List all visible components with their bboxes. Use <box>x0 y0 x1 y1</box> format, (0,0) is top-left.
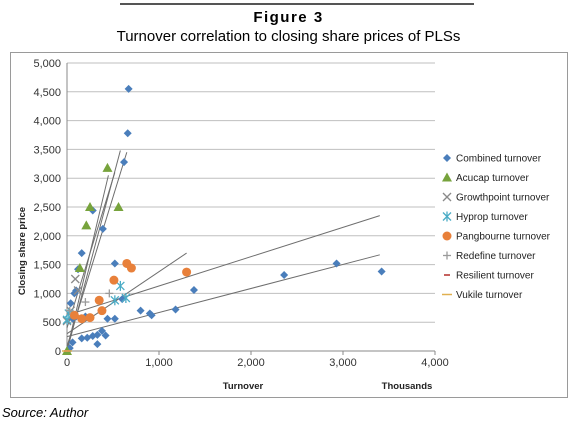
data-point <box>332 259 341 268</box>
data-point <box>81 220 92 230</box>
y-tick-labels: 0 500 1,000 1,500 2,000 2,500 3,000 3,500 4,000 4… <box>33 58 61 358</box>
data-point <box>147 311 156 320</box>
legend-label: Acucap turnover <box>456 173 529 184</box>
data-point <box>109 275 119 285</box>
data-point <box>65 306 74 315</box>
data-point <box>93 330 102 339</box>
source-note: Source: Author <box>2 405 89 420</box>
data-point <box>70 274 80 284</box>
legend-label: Vukile turnover <box>456 290 523 301</box>
data-point <box>101 331 110 340</box>
data-point <box>123 129 132 138</box>
legend-marker <box>443 251 451 260</box>
data-point <box>62 314 72 325</box>
legend-item: Vukile turnover <box>442 290 523 301</box>
figure-heading: Figure 3 <box>253 9 324 26</box>
legend-marker <box>442 172 452 182</box>
legend-label: Redefine turnover <box>456 251 536 262</box>
y-tick-label: 4,000 <box>33 116 61 128</box>
legend-item: Redefine turnover <box>443 251 536 262</box>
data-point <box>69 310 79 320</box>
y-tick-label: 1,500 <box>33 260 61 272</box>
y-tick-label: 0 <box>55 346 61 358</box>
data-point <box>77 334 86 343</box>
legend-marker <box>442 192 452 202</box>
y-tick-label: 500 <box>43 317 61 329</box>
legend-item: Growthpoint turnover <box>442 192 550 204</box>
data-point <box>189 285 198 294</box>
x-tick-label: 1,000 <box>145 357 173 369</box>
data-point <box>66 299 75 308</box>
data-point <box>77 314 87 324</box>
figure-title: Turnover correlation to closing share pr… <box>116 28 461 45</box>
data-point <box>72 286 81 295</box>
legend-marker <box>442 231 452 241</box>
data-point <box>136 306 145 315</box>
x-tick-label: 0 <box>64 357 70 369</box>
legend-item: Pangbourne turnover <box>442 231 551 243</box>
y-tick-label: 5,000 <box>33 58 61 70</box>
legend-label: Resilient turnover <box>456 271 534 282</box>
data-point <box>110 295 120 306</box>
data-point <box>105 289 114 298</box>
legend-item: Resilient turnover <box>444 271 534 282</box>
data-point <box>171 305 180 314</box>
data-point <box>121 293 131 304</box>
data-point <box>73 286 83 295</box>
scatter-chart: 0 500 1,000 1,500 2,000 2,500 3,000 3,500 4,000 4… <box>17 58 551 392</box>
legend-marker <box>443 154 451 162</box>
data-point <box>94 295 104 305</box>
data-point <box>113 202 124 211</box>
legend: Combined turnover Acucap turnover Growthpo… <box>442 154 551 301</box>
chart-frame: 0 500 1,000 1,500 2,000 2,500 3,000 3,500 4,000 4… <box>10 52 568 398</box>
legend-item: Hyprop turnover <box>442 211 528 223</box>
y-tick-label: 3,000 <box>33 173 61 185</box>
data-point <box>85 202 95 211</box>
y-axis-title: Closing share price <box>17 207 28 295</box>
y-tick-label: 2,500 <box>33 202 61 214</box>
x-tick-label: 3,000 <box>329 357 357 369</box>
data-point <box>115 280 125 291</box>
legend-label: Pangbourne turnover <box>456 232 551 243</box>
data-point <box>110 314 119 323</box>
data-point <box>85 313 95 323</box>
y-tick-label: 2,000 <box>33 231 61 243</box>
data-point <box>126 263 136 273</box>
trendline <box>66 254 380 338</box>
legend-label: Combined turnover <box>456 154 542 165</box>
trendline <box>66 175 109 350</box>
top-rule <box>120 3 474 5</box>
x-tick-label: 4,000 <box>421 357 449 369</box>
legend-label: Growthpoint turnover <box>456 193 550 204</box>
y-tick-label: 1,000 <box>33 288 61 300</box>
data-point <box>280 270 289 279</box>
data-point <box>377 267 386 276</box>
data-point <box>120 158 129 167</box>
legend-item: Combined turnover <box>443 154 542 165</box>
data-point <box>97 306 107 316</box>
data-point <box>110 259 119 268</box>
data-point <box>124 84 133 93</box>
x-tick-label: 2,000 <box>237 357 265 369</box>
legend-label: Hyprop turnover <box>456 212 528 223</box>
data-point <box>182 267 192 277</box>
data-point <box>74 263 85 273</box>
data-point <box>81 298 90 307</box>
legend-item: Acucap turnover <box>442 172 529 184</box>
x-axis-unit-label: Thousands <box>382 381 433 392</box>
data-point <box>77 249 86 258</box>
x-tick-labels: 0 1,000 2,000 3,000 4,000 <box>64 357 449 369</box>
legend-marker <box>442 211 452 222</box>
x-axis-title: Turnover <box>223 381 264 392</box>
data-point <box>68 338 77 347</box>
data-points <box>62 84 386 355</box>
data-point <box>93 340 102 349</box>
data-point <box>98 224 107 233</box>
data-point <box>65 344 74 353</box>
data-point <box>102 162 113 172</box>
y-tick-label: 3,500 <box>33 144 61 156</box>
data-point <box>103 314 112 323</box>
y-tick-label: 4,500 <box>33 87 61 99</box>
data-point <box>97 326 106 335</box>
